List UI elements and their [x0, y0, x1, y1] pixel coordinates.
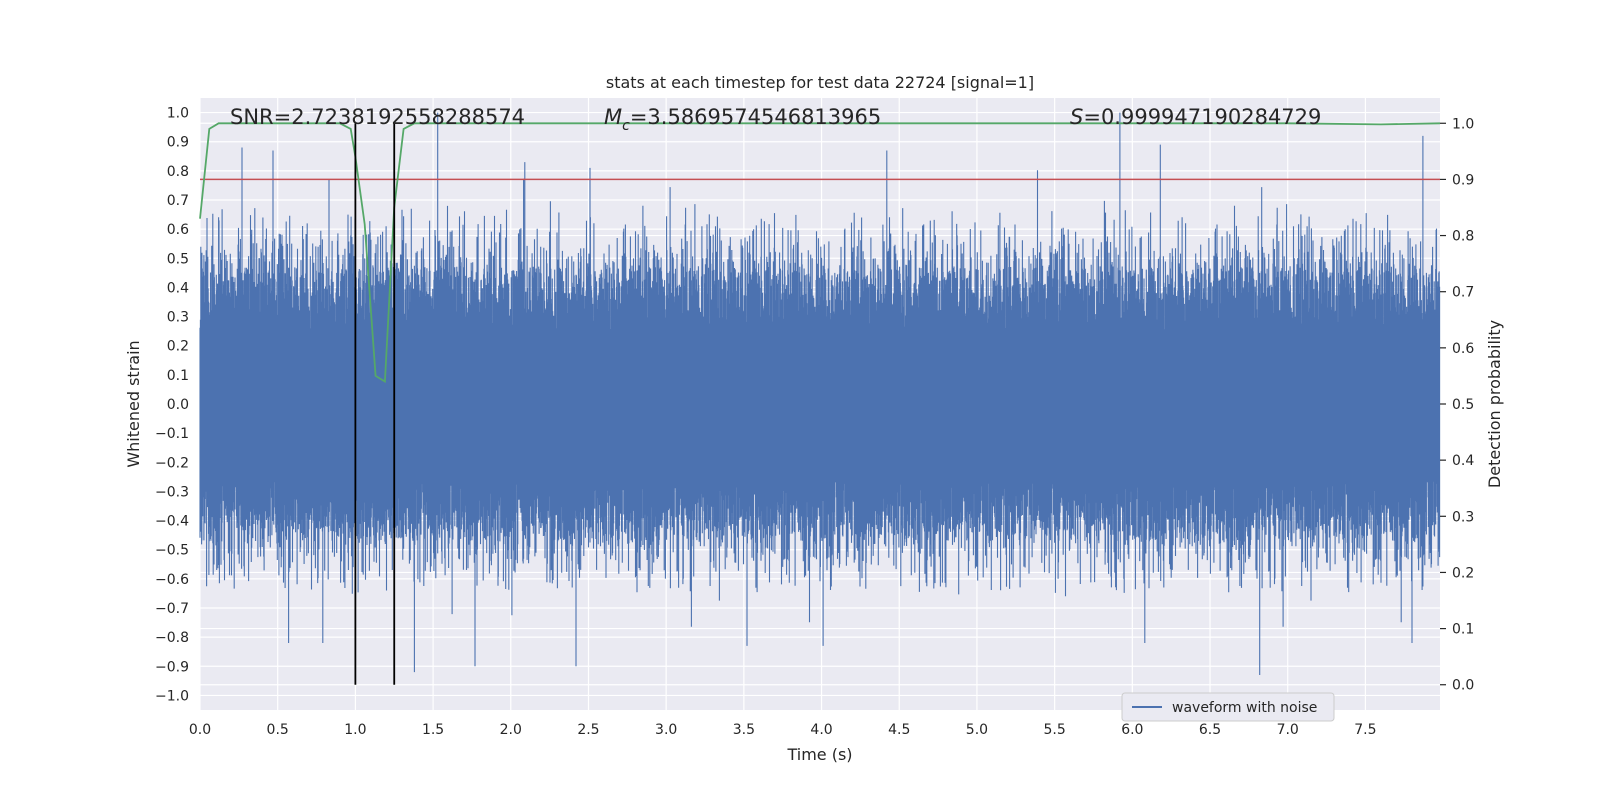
- waveform-line: [199, 112, 1441, 675]
- y-axis-right: 0.0 0.1 0.2 0.3 0.4 0.5 0.6 0.7 0.8 0.9 1.0: [1440, 116, 1474, 694]
- y2-tick-label: 0.3: [1452, 509, 1474, 525]
- y2-axis-label: Detection probability: [1485, 320, 1504, 488]
- y-tick-label: −0.8: [155, 630, 189, 646]
- probability-series: [199, 122, 1441, 384]
- snr-annotation: SNR=2.7238192558288574: [230, 105, 525, 129]
- mc-value: =3.5869574546813965: [630, 105, 881, 129]
- y-tick-label: 0.8: [167, 164, 189, 180]
- y-tick-label: 0.2: [167, 339, 189, 355]
- x-tick-label: 2.5: [577, 722, 599, 738]
- y-tick-label: 0.4: [167, 280, 189, 296]
- s-value: =0.999947190284729: [1083, 105, 1321, 129]
- y2-tick-label: 0.7: [1452, 285, 1474, 301]
- y-tick-label: 0.1: [167, 368, 189, 384]
- y-tick-label: 0.0: [167, 397, 189, 413]
- y-tick-label: 0.6: [167, 222, 189, 238]
- y2-tick-label: 0.5: [1452, 397, 1474, 413]
- s-annotation: S=0.999947190284729: [1070, 105, 1321, 129]
- y-tick-label: 0.9: [167, 135, 189, 151]
- y2-tick-label: 0.2: [1452, 565, 1474, 581]
- chart-title: stats at each timestep for test data 227…: [606, 73, 1034, 92]
- y-tick-label: −0.4: [155, 514, 189, 530]
- x-tick-label: 3.5: [733, 722, 755, 738]
- x-tick-label: 7.5: [1354, 722, 1376, 738]
- legend-label: waveform with noise: [1172, 700, 1317, 716]
- y-axis-label: Whitened strain: [124, 340, 143, 467]
- y2-tick-label: 0.6: [1452, 341, 1474, 357]
- x-tick-label: 5.5: [1044, 722, 1066, 738]
- x-tick-label: 0.0: [189, 722, 211, 738]
- y-tick-label: 0.5: [167, 251, 189, 267]
- x-tick-label: 7.0: [1277, 722, 1299, 738]
- x-tick-label: 6.0: [1121, 722, 1143, 738]
- x-axis: 0.0 0.5 1.0 1.5 2.0 2.5 3.0 3.5 4.0 4.5 5.0 5.5 6.0 6…: [189, 722, 1377, 738]
- waveform-series: [199, 112, 1441, 675]
- y2-tick-label: 0.4: [1452, 453, 1474, 469]
- legend: waveform with noise: [1121, 692, 1335, 722]
- y-tick-label: 0.3: [167, 310, 189, 326]
- x-tick-label: 6.5: [1199, 722, 1221, 738]
- x-tick-label: 5.0: [966, 722, 988, 738]
- y-tick-label: −0.7: [155, 601, 189, 617]
- x-tick-label: 4.5: [888, 722, 910, 738]
- y-tick-label: −0.6: [155, 572, 189, 588]
- chirp-mass-annotation: Mc=3.5869574546813965: [604, 105, 881, 134]
- s-symbol: S: [1070, 105, 1083, 129]
- mc-symbol: M: [604, 105, 622, 129]
- y-tick-label: −0.2: [155, 455, 189, 471]
- x-tick-label: 1.0: [344, 722, 366, 738]
- vertical-markers: [354, 123, 396, 685]
- x-tick-label: 4.0: [810, 722, 832, 738]
- y-axis-left: −1.0 −0.9 −0.8 −0.7 −0.6 −0.5 −0.4 −0.3 −0.2 −0.1…: [155, 106, 189, 705]
- x-tick-label: 2.0: [500, 722, 522, 738]
- y-tick-label: 1.0: [167, 106, 189, 122]
- y-tick-label: −0.3: [155, 484, 189, 500]
- legend-box: [1121, 692, 1335, 722]
- y2-tick-label: 0.9: [1452, 172, 1474, 188]
- y2-tick-label: 0.8: [1452, 229, 1474, 245]
- x-tick-label: 0.5: [267, 722, 289, 738]
- y-tick-label: −0.5: [155, 543, 189, 559]
- mc-subscript: c: [622, 118, 630, 134]
- y2-tick-label: 1.0: [1452, 116, 1474, 132]
- x-tick-label: 1.5: [422, 722, 444, 738]
- y-tick-label: −1.0: [155, 688, 189, 704]
- y2-tick-label: 0.0: [1452, 678, 1474, 694]
- y-tick-label: −0.9: [155, 659, 189, 675]
- y-tick-label: 0.7: [167, 193, 189, 209]
- x-tick-label: 3.0: [655, 722, 677, 738]
- y-tick-label: −0.1: [155, 426, 189, 442]
- probability-line: [199, 122, 1441, 384]
- x-axis-label: Time (s): [786, 745, 852, 764]
- y2-tick-label: 0.1: [1452, 622, 1474, 638]
